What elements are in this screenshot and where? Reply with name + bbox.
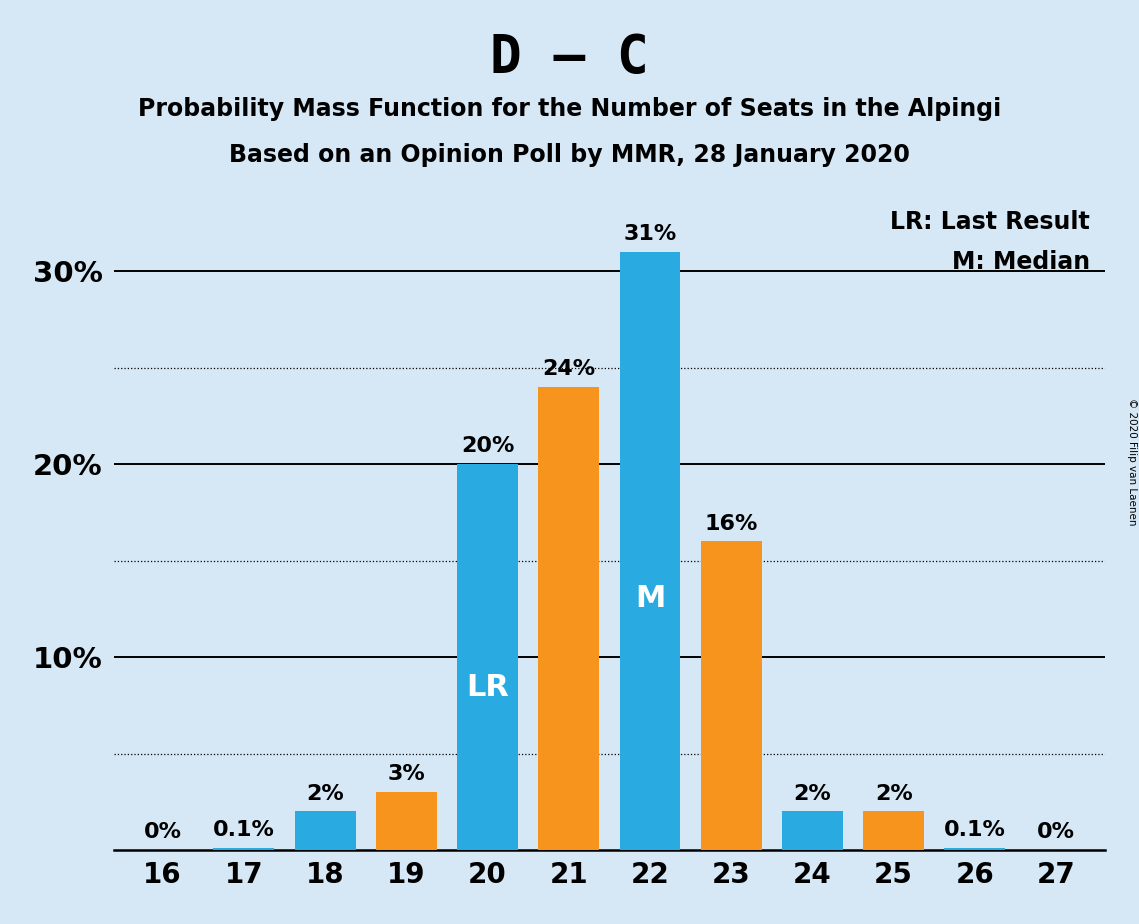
Text: M: M: [634, 584, 665, 614]
Text: © 2020 Filip van Laenen: © 2020 Filip van Laenen: [1126, 398, 1137, 526]
Bar: [620, 252, 680, 850]
Text: D – C: D – C: [490, 32, 649, 84]
Bar: [863, 811, 924, 850]
Text: 0%: 0%: [1038, 822, 1075, 843]
Text: 0%: 0%: [144, 822, 181, 843]
Text: Based on an Opinion Poll by MMR, 28 January 2020: Based on an Opinion Poll by MMR, 28 Janu…: [229, 143, 910, 167]
Text: 3%: 3%: [387, 764, 425, 784]
Text: 2%: 2%: [794, 784, 831, 804]
Text: LR: LR: [466, 674, 509, 702]
Text: Probability Mass Function for the Number of Seats in the Alpingi: Probability Mass Function for the Number…: [138, 97, 1001, 121]
Bar: [457, 464, 518, 850]
Text: 16%: 16%: [705, 514, 757, 534]
Bar: [944, 848, 1006, 850]
Bar: [295, 811, 355, 850]
Text: 20%: 20%: [461, 436, 514, 456]
Bar: [700, 541, 762, 850]
Text: 0.1%: 0.1%: [213, 821, 274, 841]
Bar: [782, 811, 843, 850]
Text: 2%: 2%: [875, 784, 912, 804]
Bar: [376, 792, 436, 850]
Text: 2%: 2%: [306, 784, 344, 804]
Text: 24%: 24%: [542, 359, 596, 379]
Bar: [213, 848, 274, 850]
Text: LR: Last Result: LR: Last Result: [891, 211, 1090, 235]
Text: M: Median: M: Median: [952, 249, 1090, 274]
Text: 0.1%: 0.1%: [944, 821, 1006, 841]
Text: 31%: 31%: [623, 225, 677, 244]
Bar: [539, 387, 599, 850]
